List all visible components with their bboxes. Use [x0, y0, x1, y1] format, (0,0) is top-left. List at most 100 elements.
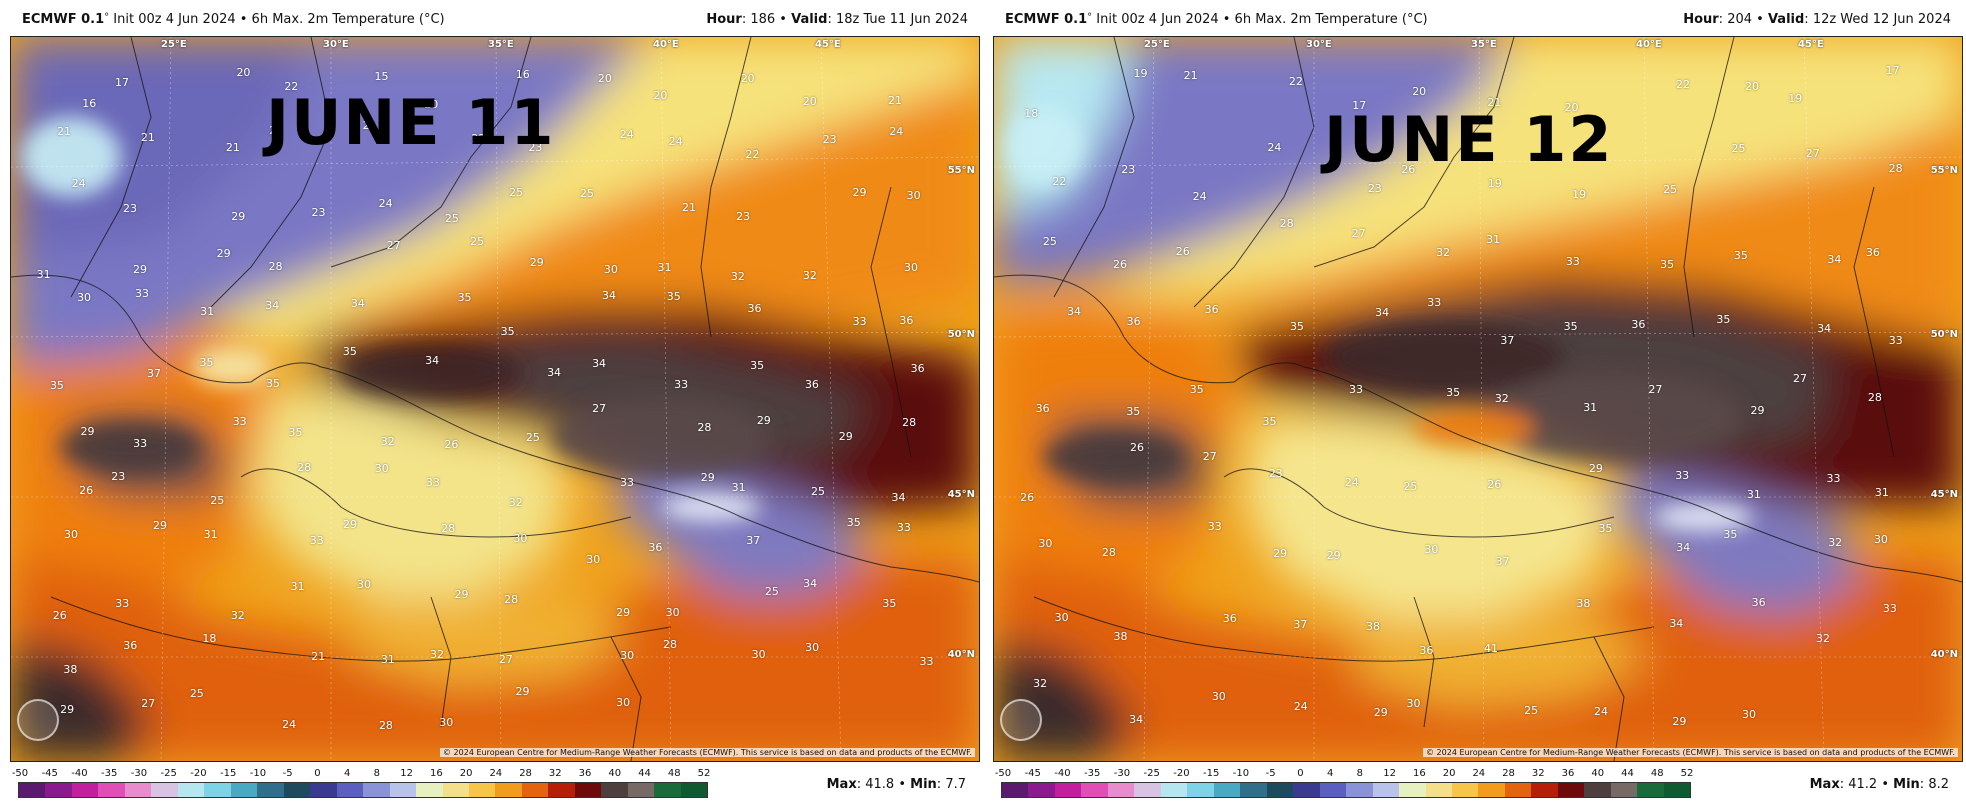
temperature-value: 30	[1038, 537, 1053, 551]
temperature-value: 35	[457, 290, 472, 304]
temperature-value: 28	[1279, 216, 1294, 230]
temperature-value: 31	[1746, 487, 1761, 501]
temperature-value: 23	[122, 202, 137, 216]
lon-label: 25°E	[161, 39, 187, 50]
scale-tick-label: 28	[1502, 768, 1515, 779]
temperature-value: 17	[114, 76, 129, 90]
temperature-value: 32	[508, 495, 523, 509]
temperature-value: 29	[756, 414, 771, 428]
title-description: Init 00z 4 Jun 2024 • 6h Max. 2m Tempera…	[1096, 12, 1428, 27]
scale-swatch	[151, 783, 178, 797]
scale-tick-label: 24	[1472, 768, 1486, 779]
valid-value: 12z Wed 12 Jun 2024	[1812, 12, 1951, 27]
temperature-value: 34	[601, 288, 616, 302]
scale-swatch	[1081, 783, 1108, 797]
temperature-value: 21	[887, 93, 902, 107]
title-description: Init 00z 4 Jun 2024 • 6h Max. 2m Tempera…	[113, 12, 445, 27]
scale-tick-label: 8	[1356, 768, 1364, 779]
temperature-value: 26	[1020, 491, 1035, 505]
scale-swatch	[1002, 783, 1029, 797]
scale-swatch	[1107, 783, 1135, 797]
temperature-value: 33	[115, 597, 130, 611]
scale-tick-label: 20	[459, 768, 473, 779]
temperature-value: 22	[1052, 175, 1067, 189]
temperature-value: 35	[199, 356, 214, 370]
temperature-value: 34	[265, 299, 280, 313]
temperature-value: 16	[82, 96, 97, 110]
temperature-value: 30	[1211, 690, 1226, 704]
scale-tick-label: 32	[548, 768, 562, 779]
temperature-value: 32	[429, 648, 444, 662]
temperature-value: 25	[764, 584, 779, 598]
temperature-value: 23	[1367, 181, 1382, 195]
scale-tick-label: -35	[1084, 768, 1101, 779]
temperature-value: 32	[230, 609, 245, 623]
temperature-value: 28	[663, 638, 678, 652]
temperature-value: 18	[202, 631, 217, 645]
temperature-value: 35	[342, 344, 357, 358]
temperature-value: 30	[513, 532, 528, 546]
copyright-note: © 2024 European Centre for Medium-Range …	[1423, 748, 1958, 757]
temperature-value: 21	[681, 201, 696, 215]
scale-tick-label: 24	[489, 768, 503, 779]
valid-time: Hour: 204 • Valid: 12z Wed 12 Jun 2024	[1683, 12, 1951, 27]
temperature-value: 26	[1487, 477, 1502, 491]
scale-tick-label: -30	[130, 768, 148, 779]
lat-label: 50°N	[947, 329, 975, 340]
temperature-value: 28	[441, 521, 456, 535]
max-label: Max	[1809, 777, 1840, 792]
temperature-value: 33	[134, 287, 149, 301]
scale-swatch	[257, 783, 284, 797]
lon-label: 25°E	[1144, 39, 1170, 50]
lat-label: 55°N	[1930, 165, 1958, 176]
temperature-value: 34	[350, 296, 365, 310]
temperature-value: 30	[439, 716, 454, 730]
temperature-value: 30	[906, 189, 921, 203]
scale-swatch	[521, 783, 549, 797]
scale-ticks: -50 -45 -40 -35 -30 -25 -20 -15 -10 -5 0 4 8 12 16 20 24…	[12, 768, 712, 782]
scale-tick-label: 52	[697, 768, 711, 779]
temperature-value: 27	[498, 653, 513, 667]
scale-tick-label: -25	[1143, 768, 1160, 779]
temperature-value: 29	[1750, 404, 1765, 418]
scale-swatch	[1134, 783, 1161, 797]
lon-label: 30°E	[323, 39, 349, 50]
hour-value: 204	[1727, 12, 1753, 27]
temperature-value: 36	[804, 377, 819, 391]
temperature-value: 34	[1067, 304, 1082, 318]
scale-tick-label: 4	[343, 768, 351, 779]
temperature-value: 30	[1406, 697, 1421, 711]
temperature-value: 21	[311, 649, 326, 663]
temperature-value: 22	[471, 131, 486, 145]
temperature-value: 31	[200, 304, 215, 318]
temperature-value: 26	[1130, 441, 1144, 455]
temperature-value: 33	[1565, 255, 1580, 269]
temperature-value: 24	[71, 177, 86, 191]
temperature-value: 34	[1817, 322, 1832, 336]
temperature-map: 25°E 30°E 35°E 40°E 45°E 55°N 50°N 45°N …	[993, 36, 1963, 762]
scale-swatch	[1160, 783, 1188, 797]
temperature-value: 20	[1564, 101, 1579, 115]
temperature-value: 36	[1035, 401, 1050, 415]
model-name: ECMWF 0.1	[22, 12, 105, 27]
temperature-value: 35	[500, 324, 515, 338]
min-label: Min	[910, 777, 937, 792]
scale-tick-label: -20	[190, 768, 207, 779]
temperature-value: 36	[1204, 303, 1219, 317]
temperature-value: 38	[1113, 630, 1128, 644]
temperature-value: 29	[343, 518, 358, 532]
temperature-value: 21	[1487, 95, 1502, 109]
temperature-value: 37	[1500, 334, 1515, 348]
temperature-value: 29	[80, 425, 95, 439]
temperature-value: 33	[896, 520, 911, 534]
weathermodels-logo-icon	[1000, 699, 1042, 741]
temperature-value: 28	[1888, 161, 1903, 175]
temperature-value: 30	[1054, 611, 1069, 625]
temperature-value: 27	[1202, 449, 1217, 463]
temperature-value: 30	[1742, 708, 1757, 722]
date-overlay: JUNE 11	[266, 86, 556, 159]
temperature-value: 21	[57, 124, 72, 138]
scale-swatch	[574, 783, 602, 797]
temperature-value: 29	[231, 210, 246, 224]
temperature-value: 33	[1349, 383, 1364, 396]
